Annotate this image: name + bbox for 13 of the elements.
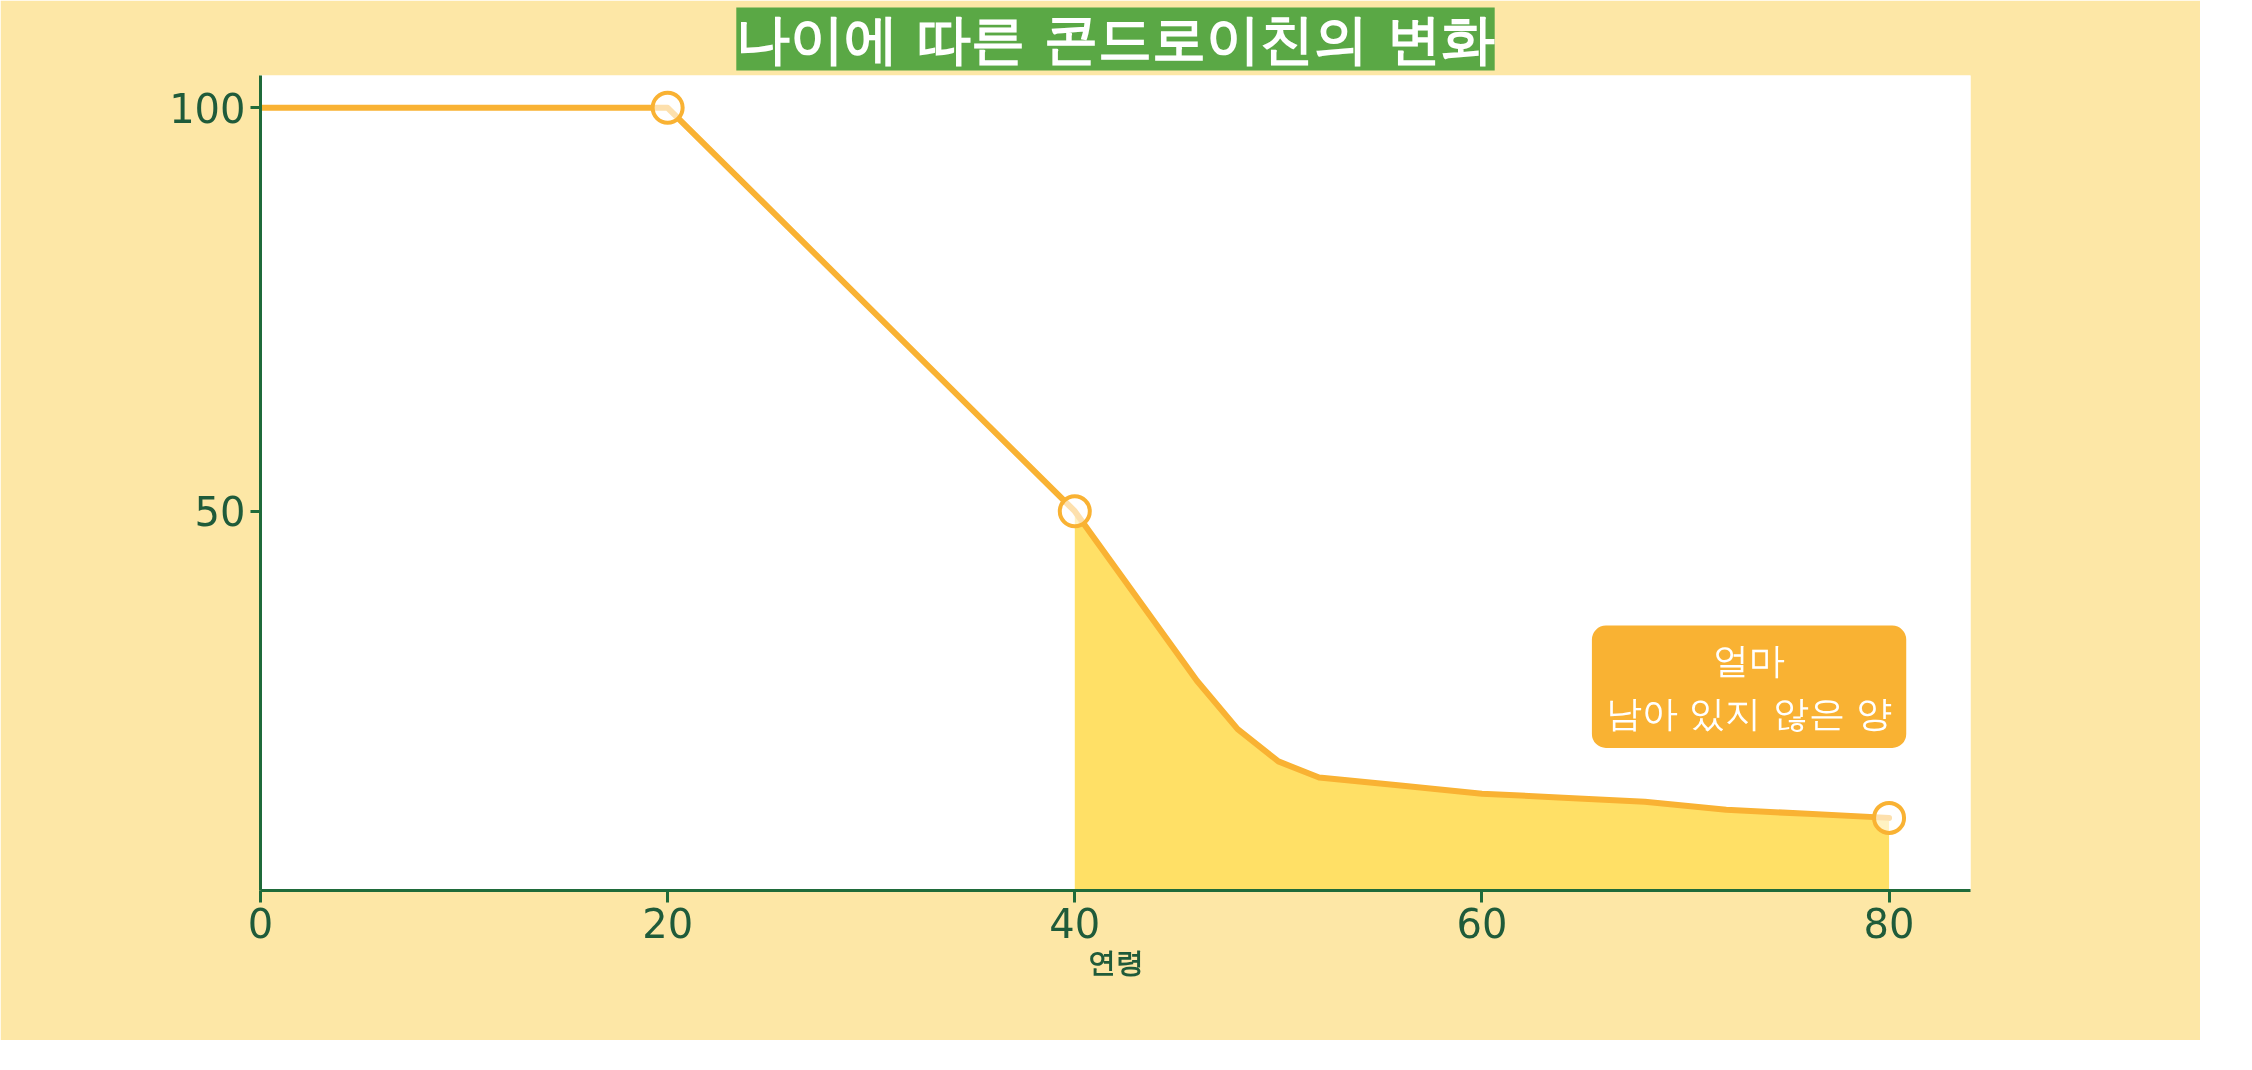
point bbox=[1872, 800, 1907, 835]
annotation: 얼마 남아 있지 않은 양 bbox=[1605, 639, 1893, 734]
x-tick-label: 80 bbox=[1863, 900, 1915, 947]
y-tick-label: 100 bbox=[169, 85, 246, 132]
chart-title: 나이에 따른 콘드로이친의 변화 bbox=[736, 7, 1495, 71]
point bbox=[1057, 494, 1092, 529]
x-axis-title: 연령 bbox=[1087, 945, 1144, 979]
x-tick-label: 20 bbox=[642, 900, 694, 947]
y-tick-label: 50 bbox=[194, 489, 246, 536]
x-tick-label: 60 bbox=[1456, 900, 1508, 947]
x-tick-label: 0 bbox=[247, 900, 274, 947]
point bbox=[650, 90, 685, 125]
x-tick-label: 40 bbox=[1049, 900, 1101, 947]
